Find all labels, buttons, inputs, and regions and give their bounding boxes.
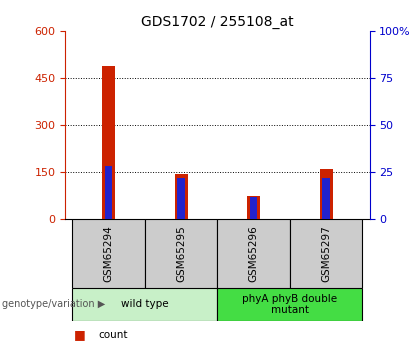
Text: GSM65295: GSM65295 <box>176 225 186 282</box>
Bar <box>72 219 145 288</box>
Bar <box>218 288 362 321</box>
Text: ■: ■ <box>74 328 85 341</box>
Bar <box>323 178 330 219</box>
Bar <box>247 196 260 219</box>
Text: wild type: wild type <box>121 299 169 309</box>
Bar <box>175 174 188 219</box>
Bar <box>320 169 333 219</box>
Bar <box>105 166 112 219</box>
Bar <box>290 219 362 288</box>
Text: GSM65294: GSM65294 <box>104 225 113 282</box>
Text: GSM65297: GSM65297 <box>321 225 331 282</box>
Bar <box>178 178 185 219</box>
Text: GSM65296: GSM65296 <box>249 225 259 282</box>
Bar <box>72 288 218 321</box>
Text: count: count <box>99 330 128 339</box>
Text: genotype/variation ▶: genotype/variation ▶ <box>2 299 105 309</box>
Text: phyA phyB double
mutant: phyA phyB double mutant <box>242 294 337 315</box>
Bar <box>250 197 257 219</box>
Bar <box>145 219 218 288</box>
Title: GDS1702 / 255108_at: GDS1702 / 255108_at <box>141 14 294 29</box>
Bar <box>102 66 115 219</box>
Bar <box>218 219 290 288</box>
